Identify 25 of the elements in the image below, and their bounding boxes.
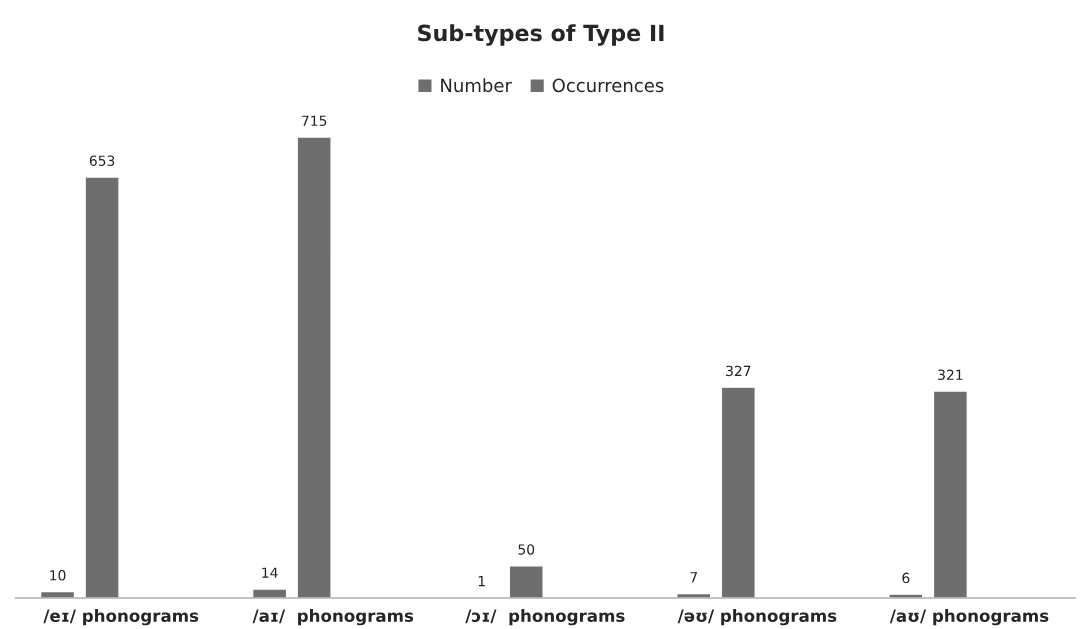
legend-label: Number — [441, 78, 512, 93]
legend-label: Occurrences — [552, 78, 664, 93]
bar — [508, 565, 544, 598]
bar — [296, 136, 332, 598]
data-label: 1 — [478, 576, 485, 587]
data-label: 327 — [726, 365, 751, 377]
data-label: 10 — [50, 570, 66, 581]
data-label: 715 — [302, 115, 327, 126]
chart-title: Sub-types of Type II — [418, 24, 664, 46]
data-label: 6 — [902, 572, 910, 584]
x-tick-label: /aʊ/ phonograms — [889, 609, 1049, 626]
bar — [720, 386, 756, 598]
x-tick-label: /eɪ/ phonograms — [43, 609, 199, 626]
bar — [932, 390, 969, 598]
data-label: 321 — [938, 369, 963, 381]
x-tick-label: /əʊ/ phonograms — [677, 609, 837, 626]
x-tick-label: /ɔɪ/ phonograms — [465, 609, 625, 626]
bar — [84, 176, 120, 598]
bar — [888, 593, 924, 598]
data-label: 653 — [89, 155, 115, 166]
data-label: 50 — [518, 544, 535, 555]
bar — [251, 588, 288, 598]
data-label: 14 — [262, 567, 278, 578]
data-label: 7 — [690, 572, 698, 583]
x-tick-label: /aɪ/ phonograms — [252, 609, 414, 626]
